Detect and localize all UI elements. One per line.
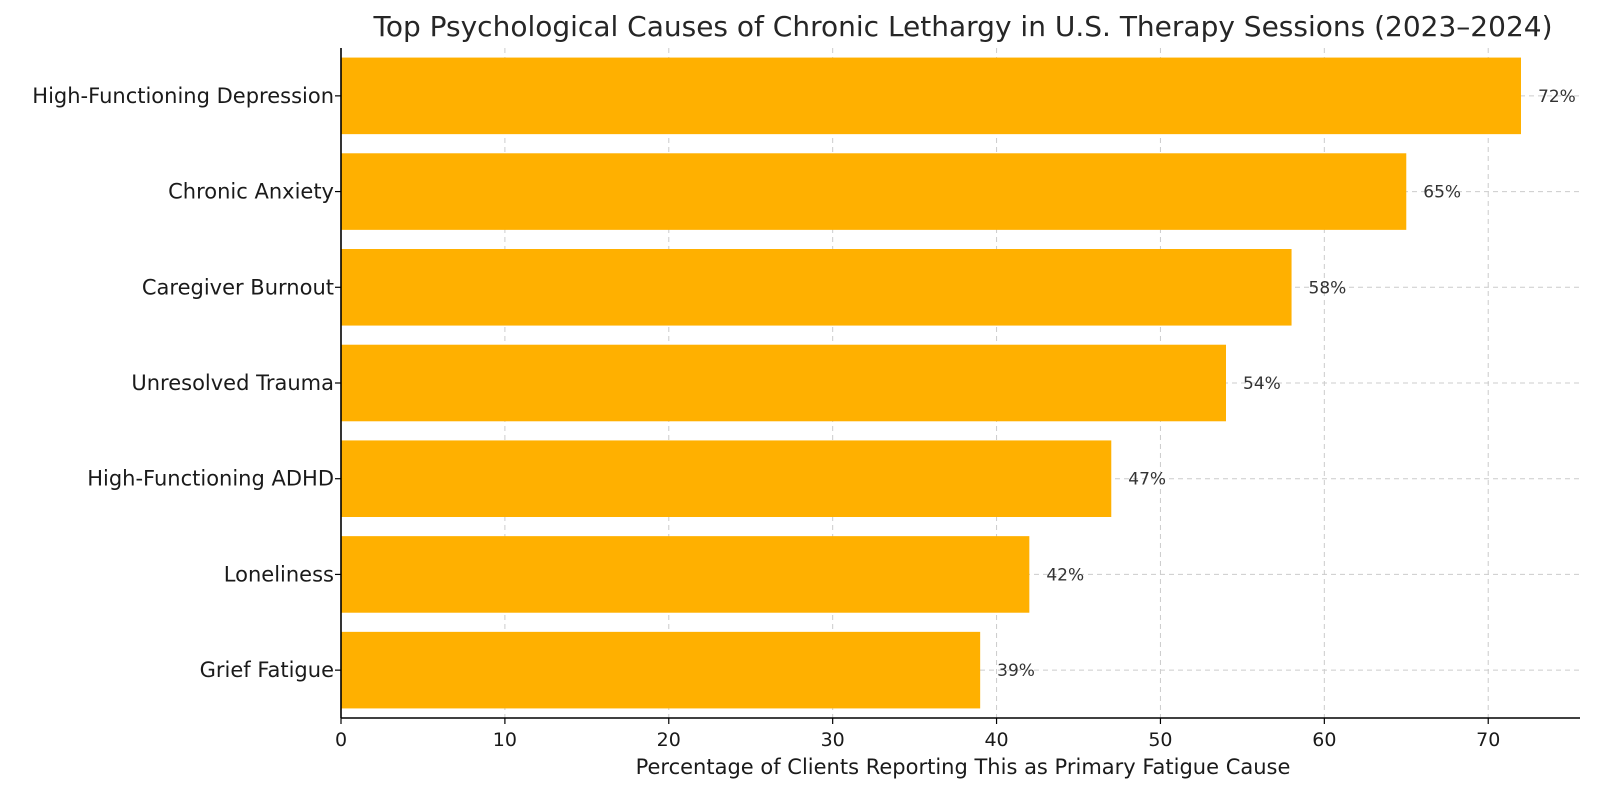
y-tick-label: High-Functioning ADHD	[87, 467, 334, 491]
y-tick-label: Loneliness	[224, 562, 334, 586]
bar	[341, 249, 1292, 326]
labels-layer: 72% 65% 58% 54% 47% 42% 39%	[997, 87, 1576, 681]
bar	[341, 153, 1407, 230]
chart-title: Top Psychological Causes of Chronic Leth…	[372, 10, 1552, 43]
y-tick-label: Unresolved Trauma	[131, 371, 334, 395]
y-tick-label: Grief Fatigue	[200, 658, 334, 682]
y-tick-label: Caregiver Burnout	[142, 275, 334, 299]
bar	[341, 536, 1030, 613]
x-axis-label: Percentage of Clients Reporting This as …	[636, 755, 1291, 779]
x-tick-label: 70	[1476, 729, 1500, 751]
x-tick-label: 10	[493, 729, 517, 751]
x-tick-label: 40	[984, 729, 1008, 751]
data-label: 72%	[1538, 87, 1576, 107]
axes-layer: 0 10 20 30 40 50 60 70 High-Functioning Depressi…	[32, 48, 1580, 751]
y-tick-label: Chronic Anxiety	[168, 180, 334, 204]
data-label: 42%	[1046, 565, 1084, 585]
bar	[341, 440, 1112, 517]
bar	[341, 344, 1226, 422]
data-label: 47%	[1128, 470, 1166, 490]
data-label: 58%	[1309, 278, 1347, 298]
data-label: 54%	[1243, 374, 1281, 394]
y-tick-label: High-Functioning Depression	[32, 84, 334, 108]
x-tick-label: 50	[1148, 729, 1172, 751]
bar	[341, 57, 1521, 135]
bar	[341, 631, 981, 709]
x-tick-label: 30	[821, 729, 845, 751]
data-label: 39%	[997, 661, 1035, 681]
x-tick-label: 20	[657, 729, 681, 751]
x-tick-label: 60	[1312, 729, 1336, 751]
bars-layer	[341, 57, 1521, 709]
x-tick-label: 0	[335, 729, 347, 751]
data-label: 65%	[1423, 183, 1461, 203]
